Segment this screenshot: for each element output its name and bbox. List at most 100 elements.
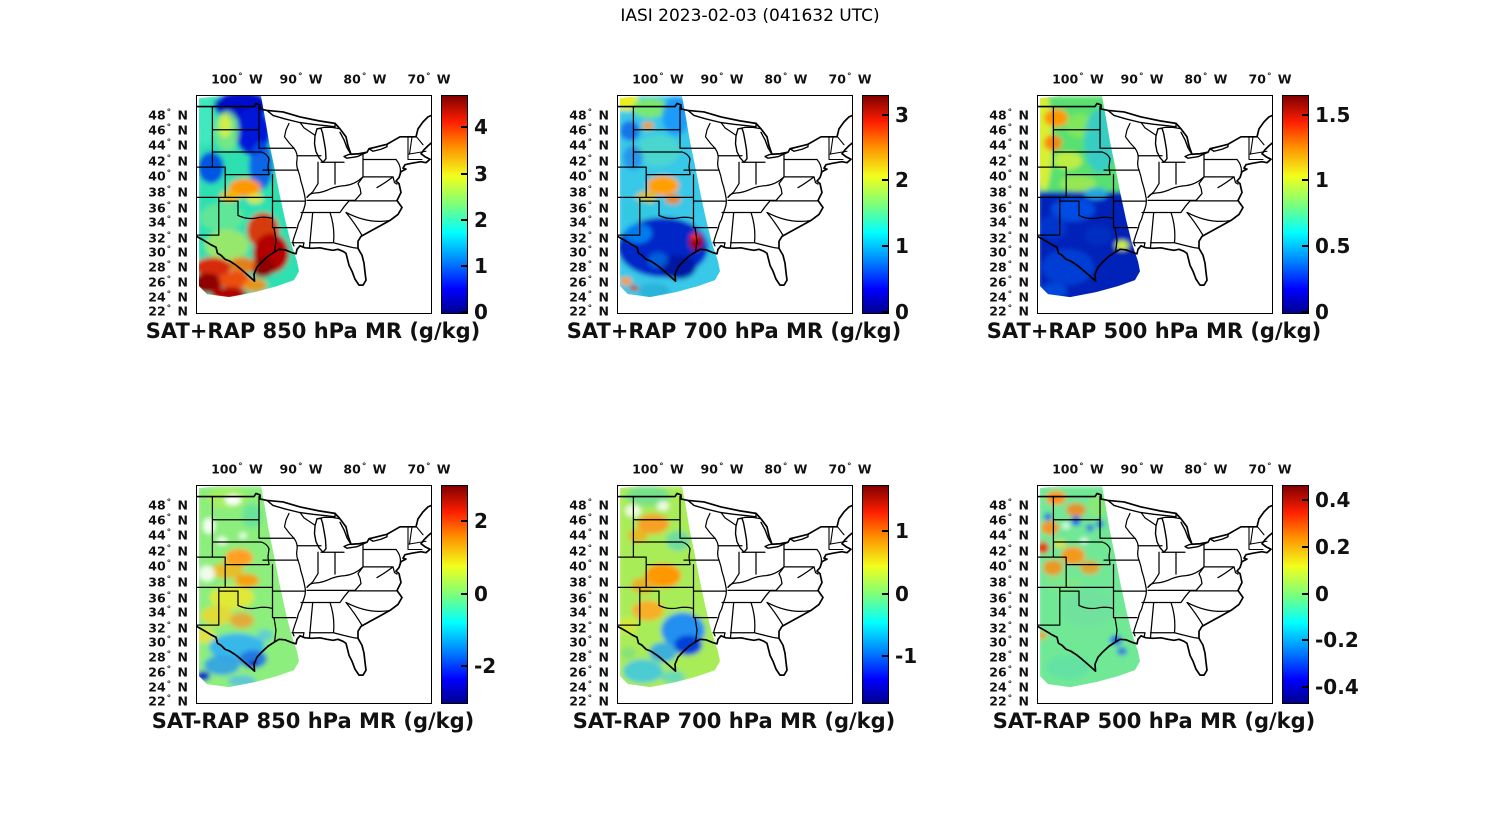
lat-tick-label: 42° N — [148, 153, 188, 169]
lat-tick-label: 46° N — [148, 512, 188, 528]
lat-tick-label: 48° N — [569, 497, 609, 513]
colorbar-tick-label: 0.4 — [1315, 488, 1351, 513]
lat-tick-label: 40° N — [569, 168, 609, 184]
lat-tick-label: 46° N — [989, 122, 1029, 138]
map-svg — [197, 96, 431, 298]
lat-tick-label: 48° N — [148, 107, 188, 123]
colorbar-tickmark — [461, 311, 467, 313]
colorbar-tickmark — [1302, 245, 1308, 248]
colorbar-tick-label: 0 — [474, 581, 488, 606]
lat-tick-label: 38° N — [989, 184, 1029, 200]
colorbar-tickmark — [461, 264, 467, 267]
colorbar-jet — [1282, 95, 1309, 314]
lat-tick-label: 24° N — [569, 679, 609, 695]
colorbar-jet — [441, 95, 468, 314]
lon-tick-label: 70° W — [407, 71, 451, 87]
lon-tick-label: 90° W — [700, 71, 744, 87]
lon-tick-label: 90° W — [279, 71, 323, 87]
panel-caption: SAT-RAP 500 hPa MR (g/kg) — [992, 709, 1316, 733]
data-swath — [1040, 96, 1140, 298]
colorbar-tick-label: 1 — [895, 234, 909, 259]
colorbar-tick-label: 0.5 — [1315, 234, 1351, 259]
colorbar-tick-label: 3 — [895, 102, 909, 127]
colorbar-tick-label: 4 — [474, 115, 488, 140]
lat-tick-label: 26° N — [148, 664, 188, 680]
panel-caption: SAT+RAP 500 hPa MR (g/kg) — [986, 319, 1322, 343]
lat-tick-label: 46° N — [569, 122, 609, 138]
lat-tick-label: 48° N — [569, 107, 609, 123]
lon-tick-label: 100° W — [211, 71, 263, 87]
lat-tick-label: 36° N — [569, 590, 609, 606]
colorbar-tickmark — [882, 113, 888, 116]
lat-tick-label: 44° N — [989, 137, 1029, 153]
colorbar-tick-label: -0.2 — [1315, 628, 1359, 653]
lat-tick-label: 30° N — [148, 634, 188, 650]
panel-sat-minus-rap-700: SAT-RAP 700 hPa MR (g/kg) 100° W 90° W 80°… — [541, 445, 951, 755]
colorbar-tickmark — [1302, 179, 1308, 182]
panel-caption: SAT-RAP 700 hPa MR (g/kg) — [572, 709, 896, 733]
colorbar-jet — [862, 485, 889, 704]
panel-sat-plus-rap-850: SAT+RAP 850 hPa MR (g/kg) 100° W 90° W 80°… — [120, 55, 530, 365]
lat-tick-label: 44° N — [569, 137, 609, 153]
colorbar-tickmark — [461, 218, 467, 221]
lat-tick-label: 22° N — [569, 303, 609, 319]
lon-tick-label: 70° W — [828, 461, 872, 477]
colorbar-tickmark — [1302, 592, 1308, 595]
panel-sat-minus-rap-850: SAT-RAP 850 hPa MR (g/kg) 100° W 90° W 80°… — [120, 445, 530, 755]
lat-tick-label: 40° N — [989, 558, 1029, 574]
colorbar-tickmark — [461, 520, 467, 523]
lat-tick-label: 30° N — [569, 244, 609, 260]
lat-tick-label: 32° N — [148, 230, 188, 246]
lat-tick-label: 46° N — [148, 122, 188, 138]
lat-tick-label: 28° N — [148, 649, 188, 665]
lat-tick-label: 22° N — [148, 693, 188, 709]
lat-tick-label: 44° N — [569, 527, 609, 543]
colorbar-tick-label: -0.4 — [1315, 674, 1359, 699]
lat-tick-label: 24° N — [989, 289, 1029, 305]
colorbar-tick-label: 1 — [474, 253, 488, 278]
lon-tick-label: 80° W — [343, 71, 387, 87]
map-svg — [1038, 486, 1272, 688]
lat-tick-label: 36° N — [569, 200, 609, 216]
lat-tick-label: 34° N — [569, 604, 609, 620]
colorbar-tickmark — [882, 311, 888, 313]
colorbar-tick-label: 2 — [474, 207, 488, 232]
colorbar-tick-label: -1 — [895, 643, 918, 668]
panel-caption: SAT+RAP 850 hPa MR (g/kg) — [145, 319, 481, 343]
colorbar-tick-label: 0 — [1315, 581, 1329, 606]
lat-tick-label: 28° N — [569, 259, 609, 275]
lat-tick-label: 40° N — [569, 558, 609, 574]
lat-tick-label: 44° N — [989, 527, 1029, 543]
lat-tick-label: 34° N — [989, 214, 1029, 230]
lat-tick-label: 38° N — [569, 574, 609, 590]
lon-tick-label: 100° W — [632, 71, 684, 87]
colorbar-tickmark — [1302, 311, 1308, 313]
lat-tick-label: 26° N — [989, 274, 1029, 290]
lat-tick-label: 32° N — [989, 620, 1029, 636]
lat-tick-label: 38° N — [569, 184, 609, 200]
lat-tick-label: 32° N — [989, 230, 1029, 246]
colorbar-tickmark — [882, 179, 888, 182]
lat-tick-label: 34° N — [148, 604, 188, 620]
colorbar-tickmark — [1302, 639, 1308, 642]
lat-tick-label: 30° N — [989, 244, 1029, 260]
lon-tick-label: 90° W — [1120, 71, 1164, 87]
colorbar-tickmark — [461, 126, 467, 129]
colorbar-tickmark — [882, 530, 888, 533]
lat-tick-label: 42° N — [569, 543, 609, 559]
map-axes-500-difference — [1037, 485, 1273, 704]
colorbar-tickmark — [882, 654, 888, 657]
lon-tick-label: 100° W — [211, 461, 263, 477]
lat-tick-label: 40° N — [148, 558, 188, 574]
colorbar-tickmark — [1302, 685, 1308, 688]
lon-tick-label: 80° W — [764, 461, 808, 477]
colorbar-tick-label: 1.5 — [1315, 102, 1351, 127]
lat-tick-label: 38° N — [148, 184, 188, 200]
lat-tick-label: 42° N — [989, 153, 1029, 169]
lon-tick-label: 100° W — [1052, 461, 1104, 477]
lat-tick-label: 40° N — [989, 168, 1029, 184]
lon-tick-label: 70° W — [407, 461, 451, 477]
lon-tick-label: 90° W — [279, 461, 323, 477]
lat-tick-label: 22° N — [989, 693, 1029, 709]
